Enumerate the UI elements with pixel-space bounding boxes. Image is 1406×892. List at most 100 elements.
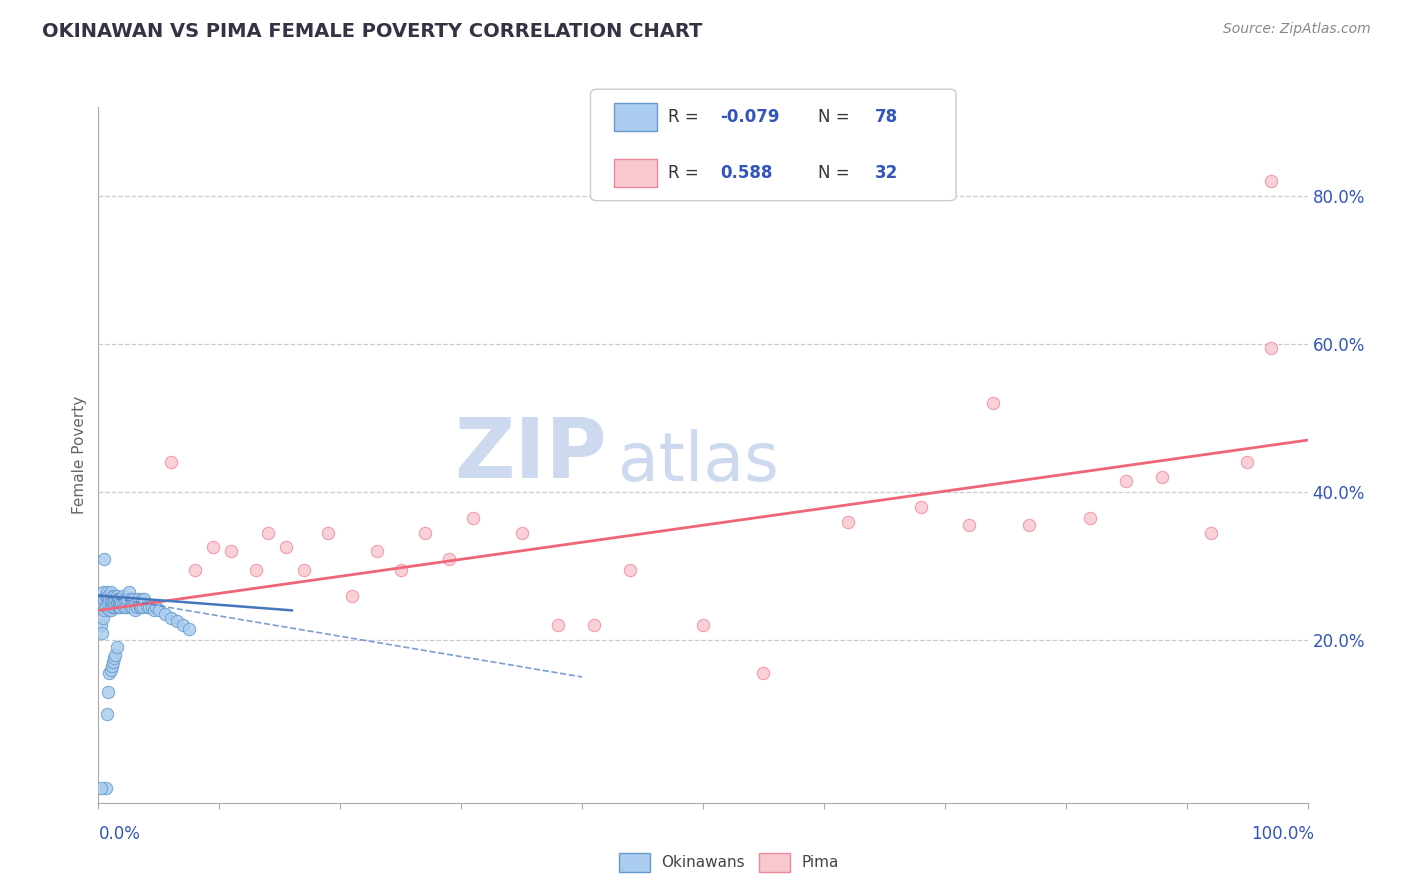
Point xyxy=(100,658,122,673)
Text: atlas: atlas xyxy=(619,429,779,495)
Point xyxy=(110,596,132,610)
Text: R =: R = xyxy=(668,164,699,182)
Point xyxy=(100,585,122,599)
Point xyxy=(105,589,128,603)
Point xyxy=(1260,341,1282,355)
Point xyxy=(342,589,364,603)
Point xyxy=(131,592,153,607)
Point xyxy=(121,599,143,614)
Point xyxy=(389,563,412,577)
Text: 78: 78 xyxy=(875,108,897,126)
Point xyxy=(98,603,121,617)
Point xyxy=(94,599,117,614)
Point xyxy=(114,592,136,607)
Point xyxy=(97,589,120,603)
Point xyxy=(111,589,134,603)
Point xyxy=(752,666,775,681)
Point xyxy=(91,625,114,640)
Point xyxy=(100,603,122,617)
Point xyxy=(108,592,131,607)
Point xyxy=(104,599,127,614)
Point xyxy=(127,592,149,607)
Point xyxy=(413,525,436,540)
Point xyxy=(96,706,118,721)
Point xyxy=(135,599,157,614)
Point xyxy=(111,596,134,610)
Point xyxy=(96,592,118,607)
Text: ZIP: ZIP xyxy=(454,415,606,495)
Point xyxy=(366,544,388,558)
Point xyxy=(1018,518,1040,533)
Point xyxy=(103,651,125,665)
Point xyxy=(122,592,145,607)
Point xyxy=(115,599,138,614)
Point xyxy=(100,599,122,614)
Point xyxy=(245,563,267,577)
Point xyxy=(547,618,569,632)
Point xyxy=(94,589,117,603)
Point xyxy=(105,596,128,610)
Point xyxy=(148,603,170,617)
Point xyxy=(90,780,112,795)
Point xyxy=(1078,511,1101,525)
Point xyxy=(1152,470,1174,484)
Point xyxy=(256,525,278,540)
Point xyxy=(1199,525,1222,540)
Point xyxy=(96,585,118,599)
Point xyxy=(105,640,128,655)
Point xyxy=(103,589,125,603)
Point xyxy=(583,618,606,632)
Text: Pima: Pima xyxy=(801,855,839,870)
Point xyxy=(100,592,122,607)
Point xyxy=(138,599,160,614)
Point xyxy=(118,585,141,599)
Point xyxy=(91,592,114,607)
Point xyxy=(143,603,166,617)
Point xyxy=(107,599,129,614)
Point xyxy=(101,589,124,603)
Y-axis label: Female Poverty: Female Poverty xyxy=(72,396,87,514)
Point xyxy=(292,563,315,577)
Text: 0.588: 0.588 xyxy=(720,164,772,182)
Point xyxy=(118,599,141,614)
Point xyxy=(98,666,121,681)
Point xyxy=(910,500,932,514)
Point xyxy=(94,780,117,795)
Point xyxy=(1115,474,1137,488)
Point xyxy=(837,515,859,529)
Point xyxy=(141,599,163,614)
Point xyxy=(160,611,183,625)
Point xyxy=(101,599,124,614)
Point xyxy=(619,563,641,577)
Point xyxy=(97,685,120,699)
Point xyxy=(120,592,142,607)
Point xyxy=(202,541,225,555)
Text: N =: N = xyxy=(818,164,849,182)
Point xyxy=(124,603,146,617)
Point xyxy=(134,592,156,607)
Point xyxy=(1260,174,1282,188)
Point xyxy=(107,592,129,607)
Point xyxy=(98,592,121,607)
Point xyxy=(145,599,167,614)
Point xyxy=(160,455,183,469)
Point xyxy=(90,618,112,632)
Point xyxy=(184,563,207,577)
Text: Source: ZipAtlas.com: Source: ZipAtlas.com xyxy=(1223,22,1371,37)
Point xyxy=(104,592,127,607)
Text: 100.0%: 100.0% xyxy=(1251,825,1315,843)
Point xyxy=(108,599,131,614)
Point xyxy=(104,648,127,662)
Point xyxy=(125,596,148,610)
Point xyxy=(153,607,176,621)
Point xyxy=(437,551,460,566)
Point xyxy=(100,663,122,677)
Point xyxy=(1236,455,1258,469)
Point xyxy=(221,544,243,558)
Point xyxy=(957,518,980,533)
Point xyxy=(463,511,485,525)
Point xyxy=(177,622,201,636)
Text: -0.079: -0.079 xyxy=(720,108,779,126)
Point xyxy=(129,599,152,614)
Text: OKINAWAN VS PIMA FEMALE POVERTY CORRELATION CHART: OKINAWAN VS PIMA FEMALE POVERTY CORRELAT… xyxy=(42,22,703,41)
